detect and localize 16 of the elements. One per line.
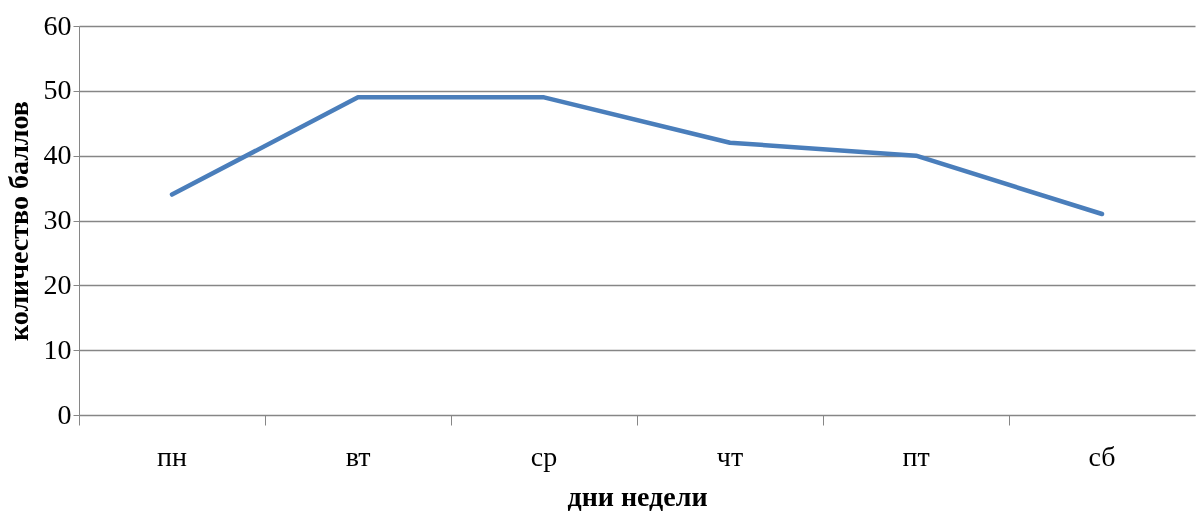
x-tick-label: пт bbox=[902, 440, 930, 472]
line-series bbox=[169, 95, 1105, 217]
y-tick-label: 50 bbox=[43, 74, 72, 106]
x-tick-label: чт bbox=[716, 440, 744, 472]
x-tick-label: ср bbox=[530, 440, 558, 472]
x-tick-label: сб bbox=[1088, 440, 1116, 472]
x-tick-label: вт bbox=[345, 440, 371, 472]
x-tick-label: пн bbox=[157, 440, 187, 472]
y-tick-label: 20 bbox=[43, 268, 72, 300]
y-axis-title: количество баллов bbox=[2, 101, 34, 341]
y-tick-label: 10 bbox=[43, 333, 72, 365]
x-axis-title: дни недели bbox=[567, 480, 708, 512]
y-tick-label: 0 bbox=[57, 398, 72, 430]
y-tick-label: 30 bbox=[43, 204, 72, 235]
y-tick-label: 60 bbox=[43, 9, 72, 41]
y-tick-label: 40 bbox=[43, 139, 72, 171]
